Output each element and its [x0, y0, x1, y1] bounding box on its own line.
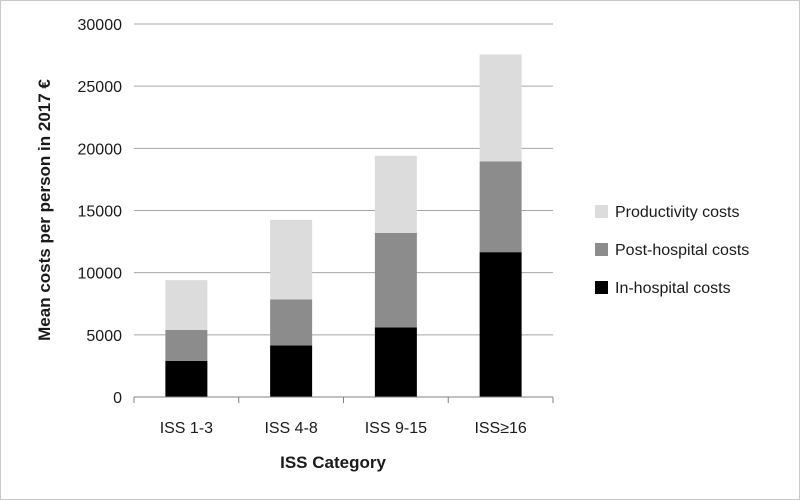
- bar-segment: [165, 280, 208, 330]
- bar-segment: [270, 299, 313, 346]
- bar-segment: [374, 327, 417, 397]
- bars: [165, 54, 522, 397]
- y-tick-label: 10000: [78, 266, 123, 283]
- y-tick-label: 20000: [78, 141, 123, 158]
- bar-segment: [165, 360, 208, 397]
- y-axis-title: Mean costs per person in 2017 €: [35, 79, 54, 341]
- bar-segment: [479, 252, 522, 397]
- x-tick-label: ISS≥16: [474, 420, 526, 437]
- x-tick-label: ISS 1-3: [160, 420, 213, 437]
- x-axis-title: ISS Category: [280, 453, 386, 472]
- legend-swatch: [595, 281, 608, 294]
- legend: Productivity costs Post-hospital costs In-…: [595, 204, 749, 297]
- x-tick-label: ISS 9-15: [365, 420, 427, 437]
- y-axis-ticks: 0 5000 10000 15000 20000 25000 30000: [78, 17, 123, 407]
- bar-segment: [165, 329, 208, 361]
- y-tick-label: 25000: [78, 79, 123, 96]
- legend-label: Post-hospital costs: [615, 242, 749, 259]
- y-tick-label: 0: [113, 390, 122, 407]
- bar-segment: [374, 155, 417, 233]
- legend-swatch: [595, 243, 608, 256]
- legend-label: Productivity costs: [615, 204, 739, 221]
- x-tick-label: ISS 4-8: [264, 420, 317, 437]
- x-axis-ticks: ISS 1-3 ISS 4-8 ISS 9-15 ISS≥16: [133, 397, 554, 437]
- bar-segment: [374, 232, 417, 328]
- legend-swatch: [595, 205, 608, 218]
- y-tick-label: 15000: [78, 204, 123, 221]
- y-tick-label: 30000: [78, 17, 123, 34]
- bar-segment: [270, 345, 313, 397]
- legend-label: In-hospital costs: [615, 280, 731, 297]
- bar-segment: [479, 161, 522, 253]
- bar-segment: [479, 54, 522, 162]
- y-tick-label: 5000: [86, 328, 122, 345]
- bar-segment: [270, 219, 313, 300]
